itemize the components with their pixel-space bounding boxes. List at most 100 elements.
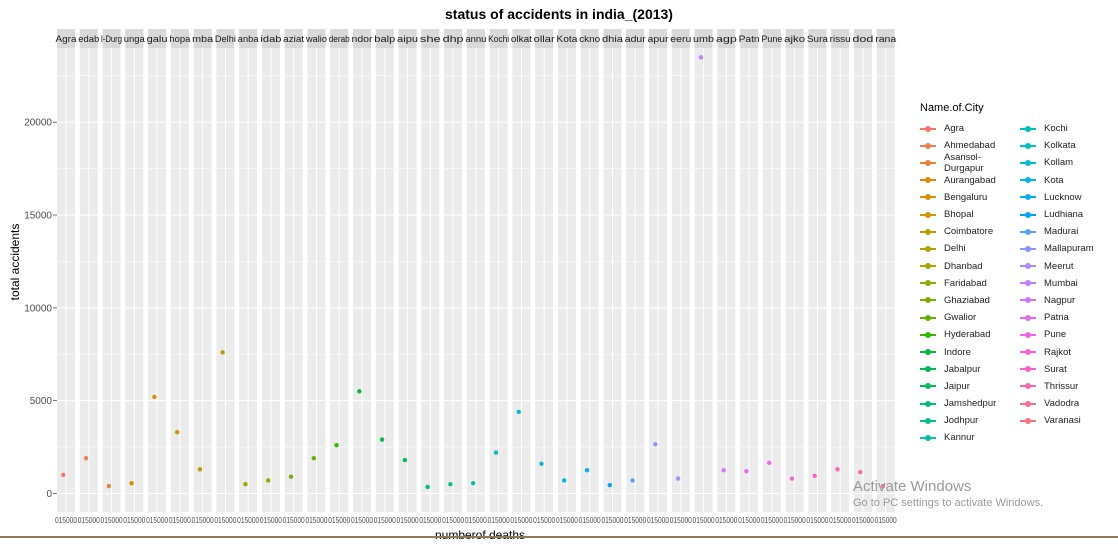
x-tick-label: 015000 (78, 516, 100, 525)
data-point (243, 481, 248, 487)
data-point (379, 437, 385, 442)
legend-item: Rajkot (1020, 343, 1118, 360)
legend-item: Bengaluru (920, 189, 1020, 206)
legend-key (1020, 158, 1036, 168)
facet-strip (489, 29, 508, 48)
x-tick-label: 015000 (260, 516, 282, 525)
facet-strip (557, 29, 576, 48)
legend-item: Lucknow (1020, 189, 1118, 206)
facet-strip-label: eeru (670, 34, 691, 44)
facet-strip (626, 29, 645, 48)
data-point (539, 461, 544, 466)
facet-strip (57, 29, 75, 48)
legend-key (920, 124, 936, 134)
x-tick-label: 015000 (852, 516, 874, 525)
x-tick-label: 015000 (693, 516, 715, 525)
facet-strip (466, 29, 485, 48)
legend-item: Kota (1020, 172, 1118, 189)
legend-label: Aurangabad (944, 174, 996, 186)
legend-item: Asansol-Durgapur (920, 151, 1020, 174)
facet-strip (444, 29, 463, 48)
legend-key (920, 192, 936, 202)
facet-strip (876, 29, 895, 48)
legend-item: Coimbatore (920, 223, 1020, 240)
legend-label: Mallapuram (1044, 243, 1094, 255)
x-tick-label: 015000 (419, 516, 441, 525)
legend-item: Aurangabad (920, 172, 1020, 189)
facet-strip (102, 29, 121, 48)
facet-strip (261, 29, 280, 48)
facet-strip (284, 29, 303, 48)
data-point (448, 481, 453, 487)
legend-item: Thrissur (1020, 378, 1118, 395)
facet-strip-label: edab (78, 34, 99, 44)
facet-strip-label: aipu (397, 34, 418, 44)
legend-label: Asansol-Durgapur (944, 151, 984, 174)
x-tick-label: 015000 (624, 516, 646, 525)
data-point (630, 478, 635, 483)
facet-strip-label: Patn (739, 34, 760, 44)
chart-title: status of accidents in india_(2013) (445, 6, 673, 22)
legend-key (1020, 244, 1036, 254)
x-tick-label: 015000 (374, 516, 396, 525)
facet-strip-label: Agra (56, 34, 77, 44)
data-point (311, 455, 316, 461)
y-tick-label: 20000 (24, 118, 52, 129)
legend-label: Ahmedabad (944, 140, 996, 152)
facet-strip-label: annu (465, 34, 486, 44)
legend-key (920, 347, 936, 357)
x-tick-label: 015000 (556, 516, 578, 525)
data-point (334, 442, 339, 448)
facet-strip (330, 29, 349, 48)
x-tick-label: 015000 (169, 516, 191, 525)
legend-item: Kolkata (1020, 137, 1118, 154)
data-point (721, 468, 726, 473)
legend-label: Jodhpur (944, 415, 979, 427)
legend-column-1: Agra Ahmedabad Asansol-Durgapur Aurangabad B… (920, 120, 1020, 447)
data-point (357, 389, 362, 394)
facet-strip (603, 29, 622, 48)
legend-label: Varanasi (1044, 415, 1081, 427)
legend-item: Surat (1020, 361, 1118, 378)
facet-strip-label: ajko (784, 34, 805, 44)
facet-strip-label: Kota (556, 34, 577, 44)
legend-item: Nagpur (1020, 292, 1118, 309)
facet-strip-label: walio (305, 34, 327, 44)
legend-label: Jaipur (944, 380, 970, 392)
facet-strip-label: dhp (443, 34, 464, 44)
data-point (266, 478, 271, 483)
facet-strip-label: Pune (761, 34, 782, 44)
data-point (402, 457, 408, 463)
legend-key (1020, 227, 1036, 237)
legend-label: Nagpur (1044, 294, 1076, 306)
legend-label: Kota (1044, 174, 1064, 186)
y-tick-label: 0 (46, 489, 52, 500)
data-point (858, 469, 863, 475)
legend-item: Patna (1020, 309, 1118, 326)
facet-strip (307, 29, 326, 48)
legend-key (920, 313, 936, 323)
x-tick-label: 015000 (55, 516, 77, 525)
facet-strip (853, 29, 872, 48)
data-point (698, 55, 704, 60)
legend-key (1020, 364, 1036, 374)
facet-strip (398, 29, 417, 48)
data-point (197, 467, 203, 472)
x-tick-label: 015000 (579, 516, 601, 525)
legend-label: Mumbai (1044, 277, 1078, 289)
y-axis-title: total accidents (8, 223, 22, 301)
data-point (516, 409, 521, 414)
x-tick-label: 015000 (351, 516, 373, 525)
legend-label: Jamshedpur (944, 398, 997, 410)
legend-label: Surat (1044, 363, 1067, 375)
facet-strip-label: hopa (169, 34, 190, 44)
x-tick-label: 015000 (328, 516, 350, 525)
legend-label: Patna (1044, 312, 1069, 324)
legend-key (1020, 278, 1036, 288)
legend-label: Dhanbad (944, 260, 983, 272)
facet-strip-label: olkat (511, 34, 533, 44)
facet-strip-label: dhia (602, 34, 623, 44)
facet-strip (239, 29, 258, 48)
x-tick-label: 015000 (738, 516, 760, 525)
